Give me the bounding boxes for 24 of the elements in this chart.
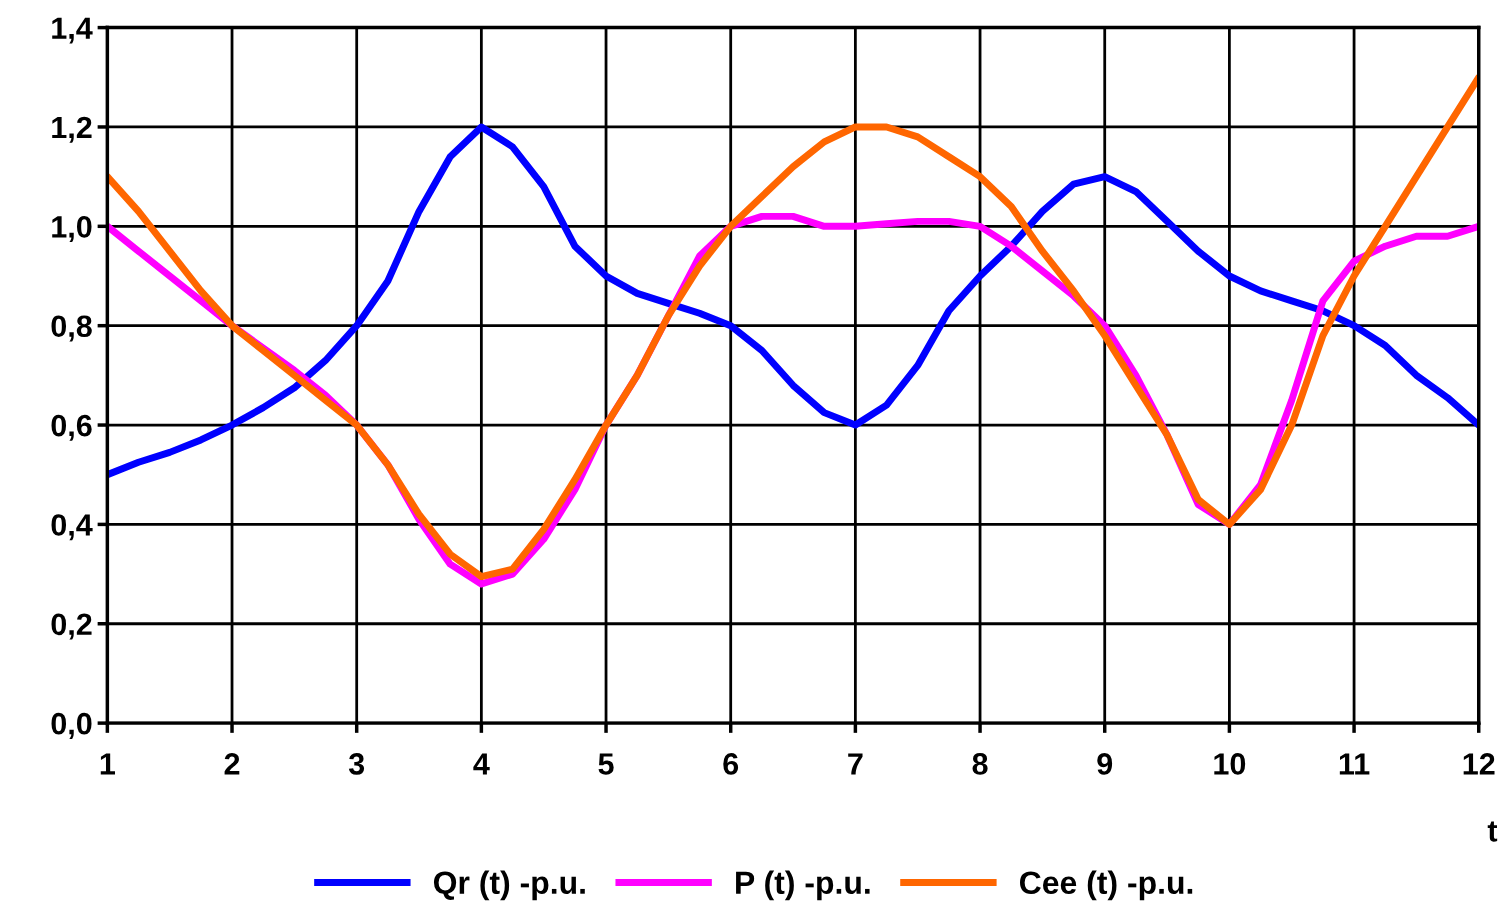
x-tick-label: 6 xyxy=(723,753,739,775)
x-tick-label: 9 xyxy=(1097,753,1113,775)
legend-label: Cee (t) -p.u. xyxy=(1020,870,1193,901)
y-tick-label: 0,6 xyxy=(51,414,92,441)
y-tick-label: 0,0 xyxy=(51,712,92,739)
legend-label: P (t) -p.u. xyxy=(736,870,870,901)
y-tick-label: 1,4 xyxy=(52,17,93,44)
x-tick-label: 8 xyxy=(972,753,988,775)
y-tick-label: 1,0 xyxy=(52,216,92,243)
y-tick-label: 0,2 xyxy=(51,613,92,640)
x-tick-label: 11 xyxy=(1339,753,1370,775)
legend-label: Qr (t) -p.u. xyxy=(433,870,585,901)
y-tick-label: 0,4 xyxy=(51,514,93,541)
x-tick-label: 1 xyxy=(100,753,115,775)
x-tick-label: 4 xyxy=(473,753,490,775)
y-tick-label: 0,8 xyxy=(51,315,92,342)
x-tick-label: 12 xyxy=(1463,753,1495,775)
x-tick-label: 10 xyxy=(1214,753,1246,775)
x-tick-label: 5 xyxy=(598,753,614,775)
y-tick-label: 1,2 xyxy=(52,116,92,143)
x-axis-title: t xyxy=(1487,821,1498,842)
x-tick-label: 3 xyxy=(348,753,365,775)
x-tick-label: 7 xyxy=(848,753,863,775)
x-tick-label: 2 xyxy=(224,753,240,775)
